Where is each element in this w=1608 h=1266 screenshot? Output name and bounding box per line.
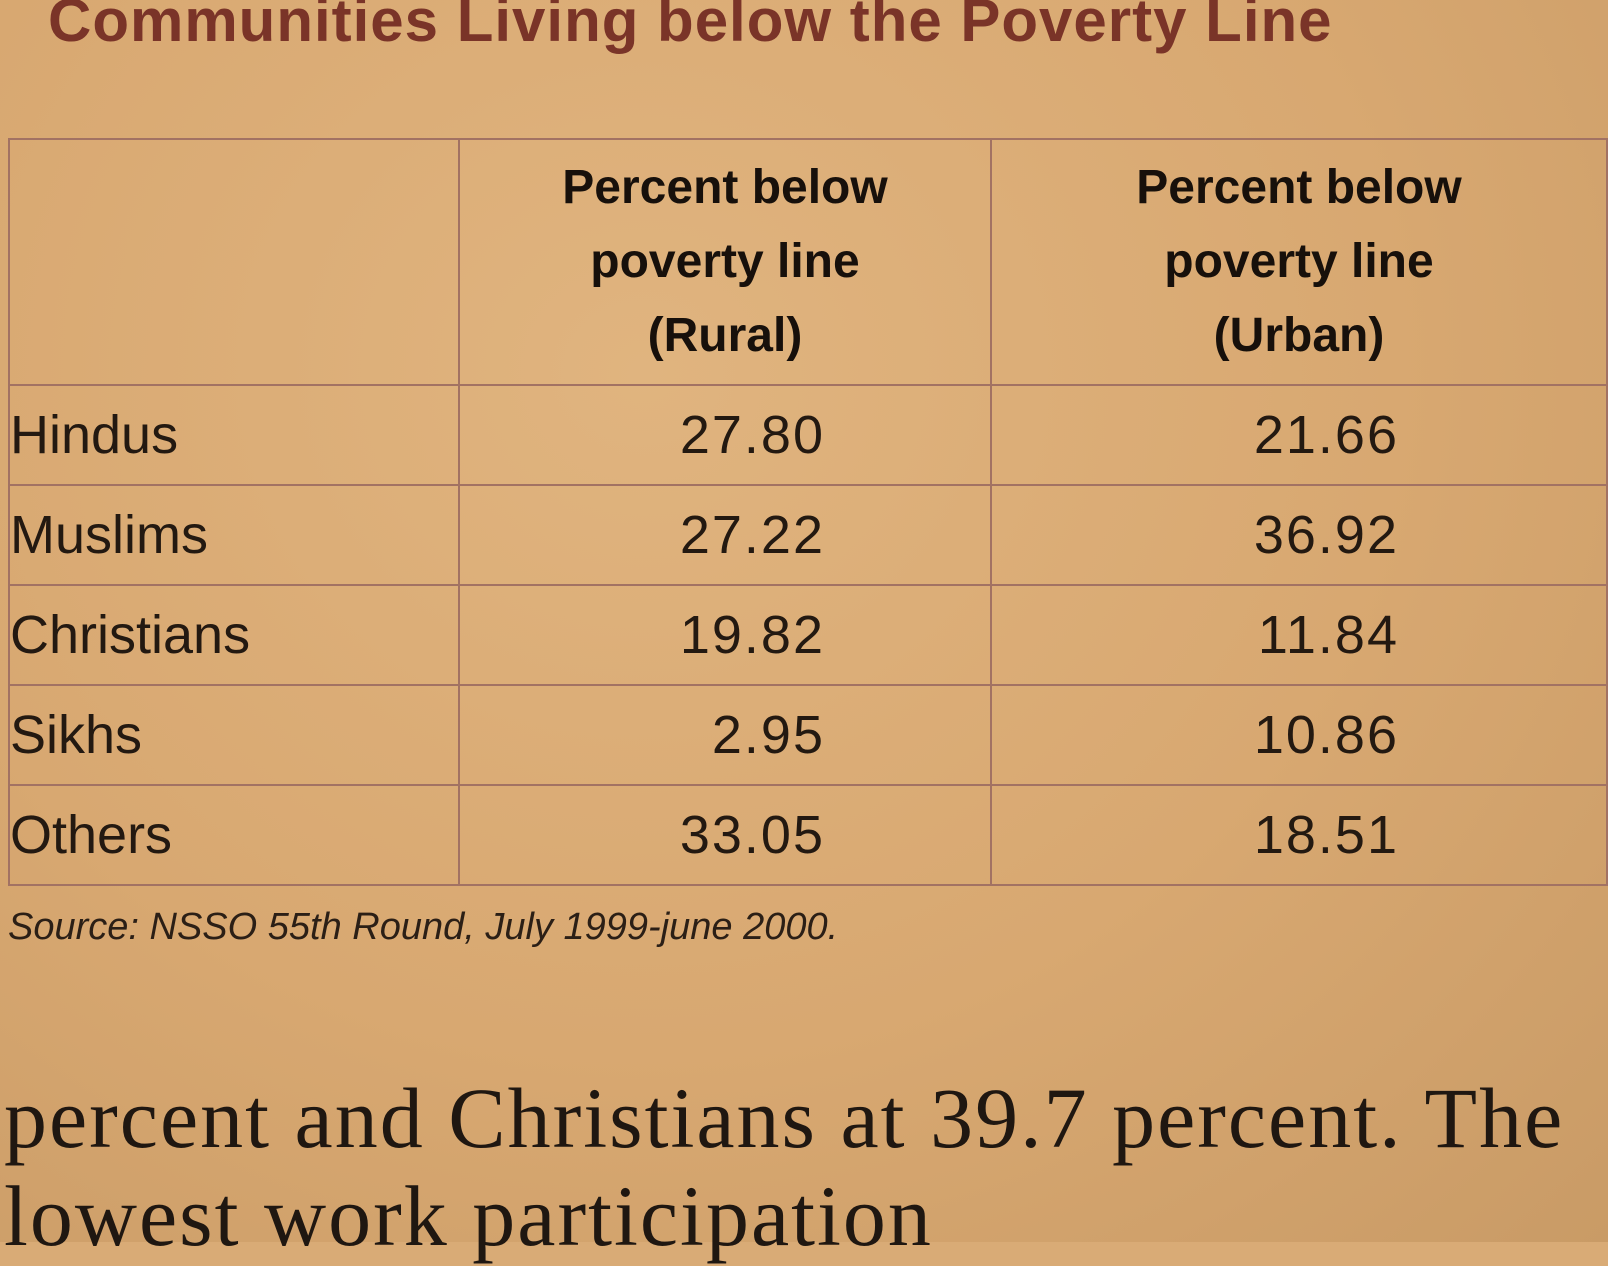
header-urban-line-3: (Urban) — [1213, 309, 1385, 362]
urban-value-text: 18.51 — [1253, 805, 1399, 865]
body-paragraph-line-2: lowest work participation — [4, 1168, 933, 1264]
header-rural: Percent below poverty line (Rural) — [458, 138, 992, 386]
table-row: Others 33.05 18.51 — [8, 784, 1608, 886]
header-urban-line-2: poverty line — [1164, 235, 1434, 288]
rural-value-text: 27.80 — [679, 405, 825, 465]
community-label: Muslims — [8, 484, 460, 586]
header-rural-line-3: (Rural) — [647, 309, 803, 362]
table-row: Muslims 27.22 36.92 — [8, 484, 1608, 586]
urban-value-text: 36.92 — [1253, 505, 1399, 565]
table-title: Communities Living below the Poverty Lin… — [48, 0, 1333, 54]
urban-value-text: 11.84 — [1257, 605, 1399, 665]
rural-value-text: 19.82 — [679, 605, 825, 665]
table-row: Hindus 27.80 21.66 — [8, 384, 1608, 486]
header-empty — [8, 138, 460, 386]
community-label: Christians — [8, 584, 460, 686]
table-header-row: Percent below poverty line (Rural) Perce… — [8, 138, 1608, 386]
urban-value: 11.84 — [990, 584, 1608, 686]
urban-value: 36.92 — [990, 484, 1608, 586]
urban-value-text: 21.66 — [1253, 405, 1399, 465]
rural-value: 2.95 — [458, 684, 992, 786]
rural-value: 27.22 — [458, 484, 992, 586]
urban-value-text: 10.86 — [1253, 705, 1399, 765]
rural-value-text: 27.22 — [679, 505, 825, 565]
poverty-table: Percent below poverty line (Rural) Perce… — [8, 138, 1608, 886]
table-row: Sikhs 2.95 10.86 — [8, 684, 1608, 786]
community-label: Others — [8, 784, 460, 886]
rural-value-text: 2.95 — [711, 705, 825, 765]
rural-value: 19.82 — [458, 584, 992, 686]
rural-value: 27.80 — [458, 384, 992, 486]
body-paragraph-line-1: percent and Christians at 39.7 percent. … — [4, 1070, 1565, 1166]
header-rural-line-1: Percent below — [562, 161, 888, 214]
header-urban: Percent below poverty line (Urban) — [990, 138, 1608, 386]
urban-value: 21.66 — [990, 384, 1608, 486]
community-label: Hindus — [8, 384, 460, 486]
rural-value: 33.05 — [458, 784, 992, 886]
community-label: Sikhs — [8, 684, 460, 786]
urban-value: 18.51 — [990, 784, 1608, 886]
rural-value-text: 33.05 — [679, 805, 825, 865]
header-rural-line-2: poverty line — [590, 235, 860, 288]
source-note: Source: NSSO 55th Round, July 1999-june … — [8, 906, 839, 948]
urban-value: 10.86 — [990, 684, 1608, 786]
table-row: Christians 19.82 11.84 — [8, 584, 1608, 686]
header-urban-line-1: Percent below — [1136, 161, 1462, 214]
